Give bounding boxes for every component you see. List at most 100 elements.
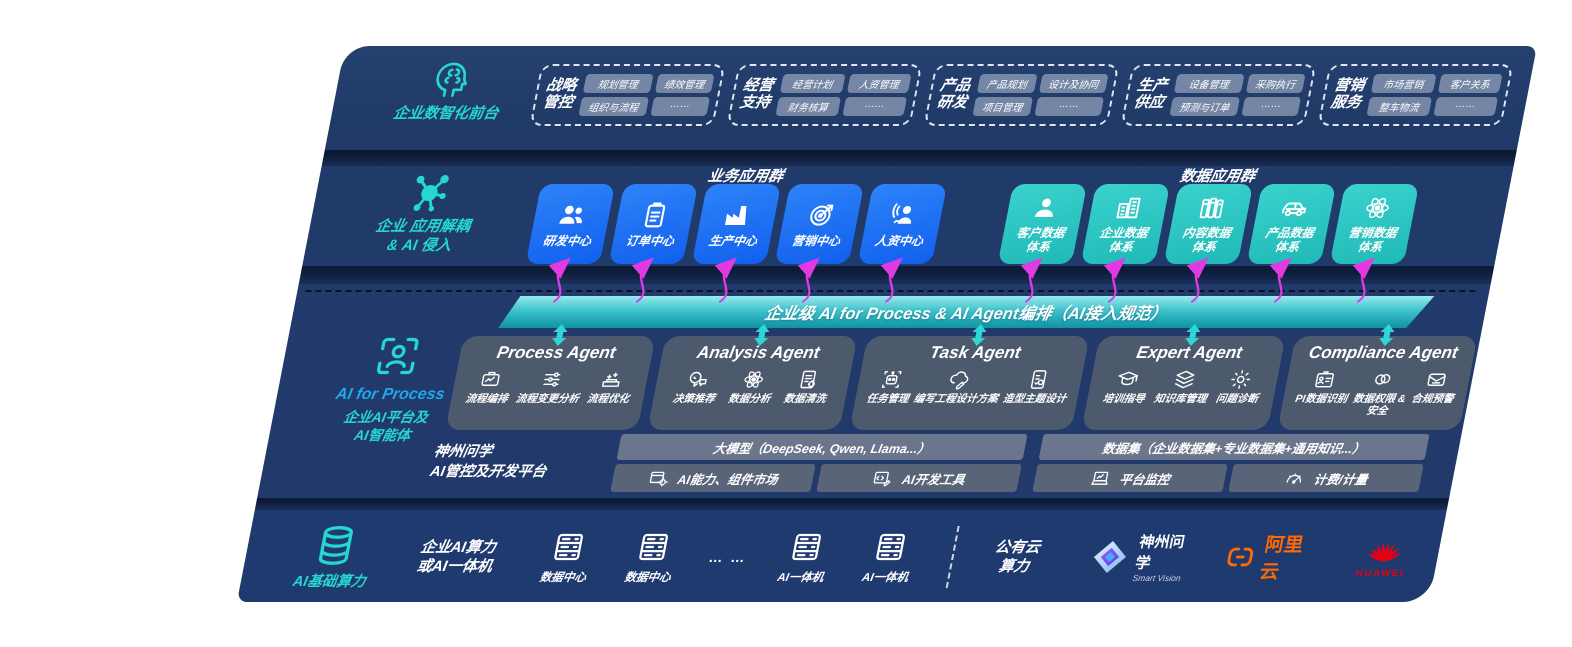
agent-item-label: 编写工程设计方案 bbox=[912, 393, 1000, 405]
vendor-huawei: HUAWEI bbox=[1355, 535, 1412, 579]
diagnose-gear-icon bbox=[1229, 370, 1252, 389]
model-grid: 大模型（DeepSeek, Qwen, Llama...） AI能力、组件市场 … bbox=[610, 434, 1028, 492]
server-icon bbox=[791, 533, 822, 560]
business-apps-row: 研发中心 订单中心 生产中心 营销中心 人资中心 bbox=[525, 184, 948, 264]
car-icon bbox=[1281, 202, 1308, 216]
target-icon bbox=[808, 204, 834, 226]
data-box-content: 内容数据 体系 bbox=[1163, 184, 1254, 264]
agent-item: 流程变更分析 bbox=[515, 368, 585, 406]
brain-head-icon bbox=[432, 62, 471, 97]
agent-item: 问题诊断 bbox=[1215, 368, 1264, 406]
front-group-strategy: 战略 管控 规划管理 绩效管理 组织与流程 …… bbox=[529, 64, 726, 126]
analysis-agent-box: Analysis Agent 决策推荐 数据分析 数据清洗 bbox=[647, 336, 858, 430]
agent-item-label: 决策推荐 bbox=[671, 393, 717, 405]
pill: 预测与订单 bbox=[1169, 97, 1240, 116]
pill: 组织与流程 bbox=[578, 97, 649, 116]
mail-alert-icon bbox=[1426, 373, 1446, 386]
vendor-subtitle: Smart Vision bbox=[1131, 573, 1182, 583]
layers-icon bbox=[1173, 370, 1195, 389]
pill: 绩效管理 bbox=[654, 74, 715, 93]
pill: …… bbox=[1240, 97, 1302, 116]
agent-item-label: 培训指导 bbox=[1101, 393, 1146, 405]
cell-label: AI能力、组件市场 bbox=[676, 472, 780, 487]
agent-item-label: 造型主题设计 bbox=[1001, 393, 1068, 405]
group-label: 经营 支持 bbox=[738, 77, 775, 111]
data-apps-header: 数据应用群 bbox=[1178, 168, 1257, 185]
database-icon bbox=[318, 525, 355, 565]
factory-icon bbox=[725, 205, 749, 225]
people-icon bbox=[559, 205, 586, 224]
agent-item-label: 任务管理 bbox=[865, 393, 910, 405]
agent-item: 任务管理 bbox=[865, 368, 914, 406]
infra-row: AI基础算力 企业AI算力 或AI一体机 数据中心 数据中心 … … AI一体机… bbox=[271, 514, 1416, 600]
pill: 经营计划 bbox=[779, 74, 846, 93]
cell-label: 平台监控 bbox=[1118, 472, 1171, 487]
agent-title: Process Agent bbox=[495, 343, 618, 362]
data-box-label: 营销数据 体系 bbox=[1347, 225, 1399, 254]
pill: 整车物流 bbox=[1366, 97, 1432, 116]
ellipsis-dots: … … bbox=[707, 549, 749, 565]
agent-item: 数据权限 & 安全 bbox=[1349, 368, 1411, 418]
workflow-icon bbox=[480, 371, 501, 386]
agent-item: PI数据识别 bbox=[1294, 368, 1353, 406]
atom-icon bbox=[1364, 195, 1392, 220]
vendor-alicloud: 阿里云 bbox=[1220, 530, 1320, 584]
server-icon bbox=[554, 533, 584, 560]
agent-title: Analysis Agent bbox=[695, 343, 822, 362]
ai-appliance-node: AI一体机 bbox=[757, 530, 852, 585]
pill: 设计及协同 bbox=[1038, 74, 1109, 93]
pill: 人资管理 bbox=[846, 74, 912, 93]
app-layer-label: 企业 应用解耦 & AI 侵入 bbox=[322, 170, 529, 256]
group-label: 战略 管控 bbox=[541, 77, 578, 111]
agent-item-label: 流程变更分析 bbox=[514, 393, 581, 405]
dashed-divider bbox=[945, 526, 960, 588]
dev-tools-icon bbox=[873, 471, 893, 486]
agent-item-label: 数据清洗 bbox=[782, 393, 828, 405]
business-apps-header: 业务应用群 bbox=[706, 168, 785, 185]
agents-row: Process Agent 流程编排 流程变更分析 流程优化 Analysis … bbox=[445, 336, 1478, 430]
pill: 客户关系 bbox=[1437, 74, 1503, 93]
app-box-label: 研发中心 bbox=[541, 233, 593, 248]
agent-item: 知识库管理 bbox=[1153, 368, 1213, 406]
platform-monitor-cell: 平台监控 bbox=[1031, 464, 1228, 492]
agent-item-label: 流程优化 bbox=[585, 393, 631, 405]
grad-cap-icon bbox=[1116, 371, 1139, 386]
id-card-icon bbox=[1315, 371, 1335, 388]
linked-rings-icon bbox=[1374, 373, 1392, 385]
app-box-label: 生产中心 bbox=[707, 233, 759, 248]
datacenter-node: 数据中心 bbox=[604, 530, 699, 585]
pill: …… bbox=[841, 97, 908, 116]
platform-label: 神州问学 AI管控及开发平台 bbox=[428, 444, 548, 480]
data-box-label: 产品数据 体系 bbox=[1264, 225, 1316, 254]
pill: 产品规划 bbox=[976, 74, 1038, 93]
agent-item-label: 知识库管理 bbox=[1152, 393, 1208, 405]
compliance-agent-box: Compliance Agent PI数据识别 数据权限 & 安全 合规预警 bbox=[1277, 336, 1478, 430]
agent-item-label: 数据权限 & 安全 bbox=[1351, 393, 1407, 417]
molecule-icon bbox=[409, 173, 452, 213]
agent-item: 决策推荐 bbox=[672, 368, 721, 406]
data-box-enterprise: 企业数据 体系 bbox=[1080, 184, 1171, 264]
front-group-operation: 经营 支持 经营计划 人资管理 财务核算 …… bbox=[726, 64, 923, 126]
clipboard-icon bbox=[644, 202, 667, 227]
market-window-icon bbox=[648, 471, 670, 487]
alicloud-logo-icon bbox=[1226, 547, 1254, 567]
agent-item-label: 数据分析 bbox=[727, 393, 772, 405]
ai-bus-label: 企业级 AI for Process & AI Agent编排（AI接入规范） bbox=[763, 305, 1169, 323]
group-label: 营销 服务 bbox=[1329, 77, 1366, 111]
cell-label: 计费/计量 bbox=[1312, 472, 1369, 487]
architecture-diagram: 企业数智化前台 战略 管控 规划管理 绩效管理 组织与流程 …… 经营 支持 经… bbox=[236, 46, 1538, 602]
pill: …… bbox=[649, 97, 711, 116]
front-layer-label: 企业数智化前台 bbox=[356, 58, 545, 123]
infra-label: AI基础算力 bbox=[273, 524, 395, 591]
datacenter-node: 数据中心 bbox=[519, 530, 614, 585]
data-box-label: 客户数据 体系 bbox=[1015, 225, 1067, 254]
data-box-marketing: 营销数据 体系 bbox=[1329, 184, 1420, 264]
huawei-logo-icon bbox=[1364, 542, 1404, 564]
magenta-connector-arrows bbox=[548, 257, 1375, 303]
llm-bar: 大模型（DeepSeek, Qwen, Llama...） bbox=[616, 434, 1028, 460]
agent-item-label: 合规预警 bbox=[1410, 393, 1455, 405]
ai-appliance-node: AI一体机 bbox=[841, 530, 936, 585]
vendor-name: HUAWEI bbox=[1354, 568, 1406, 579]
pill: 财务核算 bbox=[775, 97, 841, 116]
node-label: AI一体机 bbox=[776, 571, 825, 584]
